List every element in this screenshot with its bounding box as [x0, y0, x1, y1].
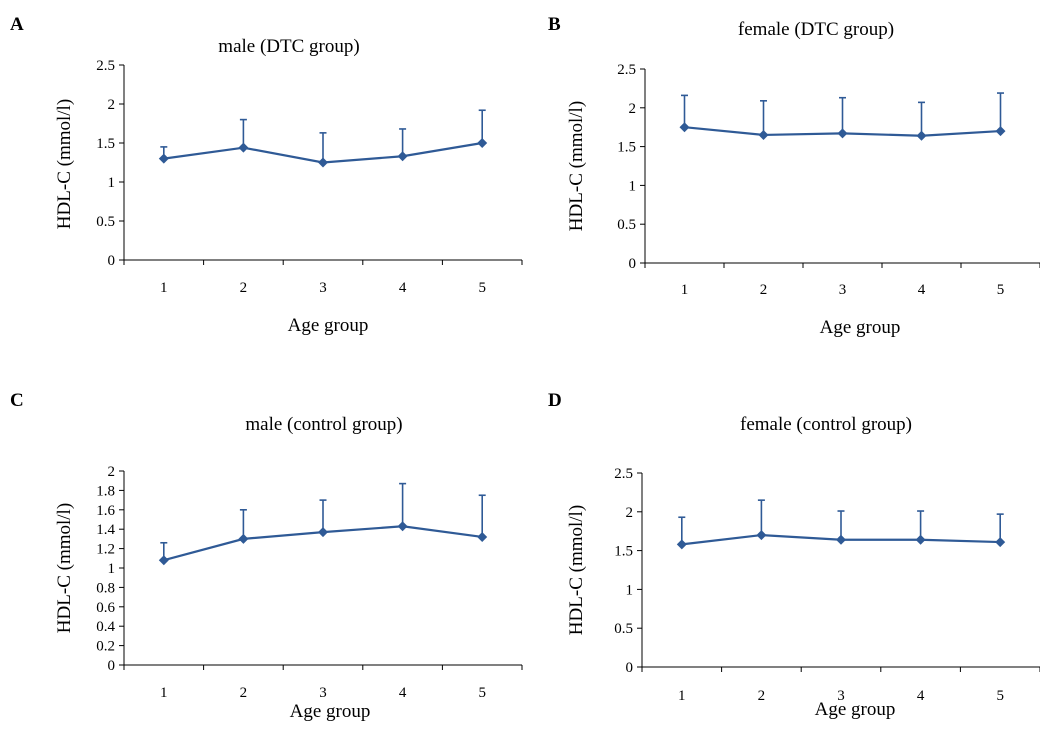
data-point: [397, 151, 408, 162]
y-tick-label: 1.2: [96, 542, 115, 558]
y-tick-label: 1: [108, 561, 116, 577]
y-tick-label: 0: [626, 660, 634, 676]
x-tick-label: 5: [478, 280, 486, 296]
x-tick-label: 5: [996, 688, 1004, 704]
data-point: [158, 555, 169, 566]
y-tick-label: 2: [108, 97, 116, 113]
x-tick-label: 2: [760, 282, 768, 298]
x-tick-label: 5: [997, 282, 1005, 298]
chart-title: female (control group): [740, 414, 912, 435]
x-tick-label: 1: [678, 688, 686, 704]
y-tick-label: 0.5: [96, 214, 115, 230]
x-axis-label: Age group: [820, 317, 901, 338]
y-tick-label: 1: [108, 175, 116, 191]
x-axis-label: Age group: [815, 699, 896, 720]
y-tick-label: 1.4: [96, 522, 115, 538]
y-tick-label: 0.6: [96, 600, 115, 616]
y-tick-label: 1: [626, 582, 634, 598]
y-axis-label: HDL-C (mmol/l): [566, 505, 587, 635]
y-tick-label: 1.8: [96, 483, 115, 499]
data-point: [995, 126, 1006, 137]
x-tick-label: 2: [240, 685, 248, 701]
x-tick-label: 2: [758, 688, 766, 704]
x-tick-label: 3: [319, 685, 327, 701]
y-tick-label: 0: [108, 658, 116, 674]
x-axis-label: Age group: [288, 315, 369, 336]
x-tick-label: 3: [319, 280, 327, 296]
y-tick-label: 2: [108, 464, 116, 480]
y-tick-label: 0.5: [614, 621, 633, 637]
data-point: [756, 530, 767, 541]
y-tick-label: 0.4: [96, 619, 115, 635]
chart-title: male (control group): [245, 414, 402, 435]
x-tick-label: 1: [160, 685, 168, 701]
y-tick-label: 0: [108, 253, 116, 269]
x-tick-label: 1: [160, 280, 168, 296]
panel-letter: D: [548, 390, 562, 411]
y-axis-label: HDL-C (mmol/l): [566, 101, 587, 231]
y-tick-label: 2.5: [96, 58, 115, 74]
x-tick-label: 4: [399, 685, 407, 701]
y-tick-label: 0.2: [96, 639, 115, 655]
data-point: [916, 130, 927, 141]
x-tick-label: 4: [399, 280, 407, 296]
panel-letter: A: [10, 14, 24, 35]
chart-title: male (DTC group): [218, 36, 359, 57]
x-tick-label: 3: [837, 688, 845, 704]
data-point: [477, 531, 488, 542]
x-axis-label: Age group: [290, 701, 371, 722]
data-point: [318, 157, 328, 168]
data-point: [238, 533, 249, 544]
chart-title: female (DTC group): [738, 19, 894, 40]
data-point: [158, 153, 169, 164]
x-tick-label: 4: [918, 282, 926, 298]
y-tick-label: 1.5: [96, 136, 115, 152]
data-point: [397, 521, 408, 532]
x-tick-label: 5: [478, 685, 486, 701]
y-tick-label: 2: [626, 505, 634, 521]
data-point: [238, 142, 249, 153]
x-tick-label: 4: [917, 688, 925, 704]
data-point: [836, 534, 846, 545]
y-tick-label: 1.5: [614, 544, 633, 560]
y-tick-label: 2: [629, 101, 637, 117]
data-point: [758, 129, 769, 140]
y-tick-label: 1.6: [96, 503, 115, 519]
data-point: [837, 128, 848, 139]
x-tick-label: 2: [240, 280, 248, 296]
panel-letter: B: [548, 14, 561, 35]
panel-letter: C: [10, 390, 24, 411]
x-tick-label: 1: [681, 282, 689, 298]
x-tick-label: 3: [839, 282, 847, 298]
data-point: [477, 138, 488, 148]
data-point: [915, 534, 926, 545]
y-tick-label: 0: [629, 256, 637, 272]
data-point: [318, 527, 328, 538]
y-tick-label: 1.5: [617, 140, 636, 156]
y-tick-label: 0.5: [617, 217, 636, 233]
y-tick-label: 0.8: [96, 580, 115, 596]
y-axis-label: HDL-C (mmol/l): [54, 99, 75, 229]
y-tick-label: 2.5: [614, 466, 633, 482]
y-tick-label: 1: [629, 178, 637, 194]
data-point: [679, 122, 690, 133]
y-axis-label: HDL-C (mmol/l): [54, 503, 75, 633]
y-tick-label: 2.5: [617, 62, 636, 78]
data-point: [995, 537, 1006, 548]
data-point: [676, 539, 687, 550]
